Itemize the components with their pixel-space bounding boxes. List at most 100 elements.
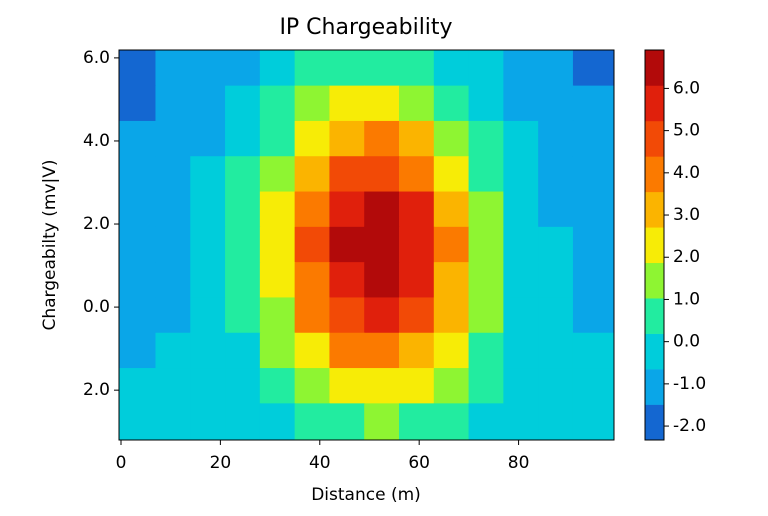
contour-cell	[119, 332, 157, 369]
contour-cell	[329, 156, 365, 193]
contour-cell	[329, 50, 365, 87]
contour-cell	[538, 85, 574, 122]
contour-cell	[572, 403, 614, 440]
contour-cell	[503, 120, 539, 157]
contour-cell	[225, 156, 261, 193]
contour-cell	[225, 85, 261, 122]
contour-cell	[538, 368, 574, 404]
contour-cell	[538, 120, 574, 157]
y-tick-label: 4.0	[83, 131, 110, 151]
contour-cell	[259, 226, 296, 263]
contour-cell	[329, 120, 365, 157]
contour-cell	[190, 403, 226, 440]
contour-cell	[259, 191, 296, 228]
contour-cell	[433, 297, 470, 334]
contour-cell	[119, 297, 157, 334]
contour-cell	[503, 368, 539, 404]
colorbar-band	[645, 298, 664, 334]
contour-cell	[294, 156, 331, 193]
y-tick-label: 2.0	[83, 214, 110, 234]
contour-cell	[294, 332, 331, 369]
contour-cell	[294, 262, 331, 299]
colorbar-band	[645, 191, 664, 228]
contour-cell	[119, 262, 157, 299]
contour-cell	[225, 297, 261, 334]
contour-cell	[294, 50, 331, 87]
colorbar-tick-label: 3.0	[673, 205, 700, 225]
contour-cell	[190, 332, 226, 369]
colorbar-tick-label: 2.0	[673, 247, 700, 267]
contour-cell	[399, 403, 435, 440]
contour-cell	[294, 297, 331, 334]
contour-cell	[538, 262, 574, 299]
colorbar-band	[645, 120, 664, 157]
contour-cell	[433, 226, 470, 263]
contour-cell	[364, 191, 400, 228]
colorbar-band	[645, 333, 664, 370]
colorbar-tick-label: 0.0	[673, 332, 700, 352]
contour-cell	[259, 50, 296, 87]
contour-cell	[468, 226, 504, 263]
contour-cell	[259, 403, 296, 440]
contour-cell	[364, 50, 400, 87]
contour-cell	[190, 226, 226, 263]
colorbar-band	[645, 369, 664, 405]
contour-cell	[572, 297, 614, 334]
contour-cell	[538, 332, 574, 369]
x-axis-label: Distance (m)	[311, 485, 421, 505]
contour-cell	[155, 297, 191, 334]
contour-cell	[503, 50, 539, 87]
y-axis-label: Chargeabilty (mv|V)	[40, 159, 60, 330]
contour-cell	[190, 50, 226, 87]
contour-cell	[364, 403, 400, 440]
contour-cell	[155, 262, 191, 299]
contour-cell	[399, 332, 435, 369]
contour-cell	[399, 156, 435, 193]
contour-cell	[294, 368, 331, 404]
contour-cell	[225, 332, 261, 369]
colorbar-tick-label: -2.0	[673, 416, 706, 436]
contour-cell	[364, 120, 400, 157]
contour-cell	[399, 120, 435, 157]
contour-cell	[155, 120, 191, 157]
contour-cell	[294, 191, 331, 228]
contour-cell	[503, 191, 539, 228]
colorbar-tick-label: 1.0	[673, 289, 700, 309]
contour-cell	[468, 85, 504, 122]
contour-cell	[538, 156, 574, 193]
contour-cell	[364, 332, 400, 369]
contour-cell	[468, 332, 504, 369]
contour-cell	[503, 262, 539, 299]
contour-cell	[259, 332, 296, 369]
contour-cell	[399, 297, 435, 334]
contour-cell	[364, 297, 400, 334]
contour-cell	[503, 297, 539, 334]
contour-cell	[119, 156, 157, 193]
contour-cell	[190, 191, 226, 228]
contour-cell	[433, 120, 470, 157]
contour-cell	[572, 262, 614, 299]
contour-cell	[259, 156, 296, 193]
contour-cell	[329, 297, 365, 334]
contour-cell	[294, 226, 331, 263]
contour-cell	[468, 50, 504, 87]
contour-cell	[329, 332, 365, 369]
contour-field	[119, 50, 614, 440]
contour-cell	[468, 297, 504, 334]
colorbar-band	[645, 227, 664, 264]
contour-cell	[259, 368, 296, 404]
contour-cell	[399, 50, 435, 87]
contour-cell	[259, 262, 296, 299]
contour-cell	[503, 156, 539, 193]
contour-cell	[364, 262, 400, 299]
colorbar-band	[645, 262, 664, 299]
contour-cell	[190, 368, 226, 404]
contour-cell	[119, 368, 157, 404]
colorbar-band	[645, 156, 664, 193]
contour-cell	[225, 368, 261, 404]
contour-cell	[329, 262, 365, 299]
contour-cell	[433, 262, 470, 299]
contour-cell	[364, 156, 400, 193]
contour-cell	[538, 297, 574, 334]
contour-cell	[433, 403, 470, 440]
